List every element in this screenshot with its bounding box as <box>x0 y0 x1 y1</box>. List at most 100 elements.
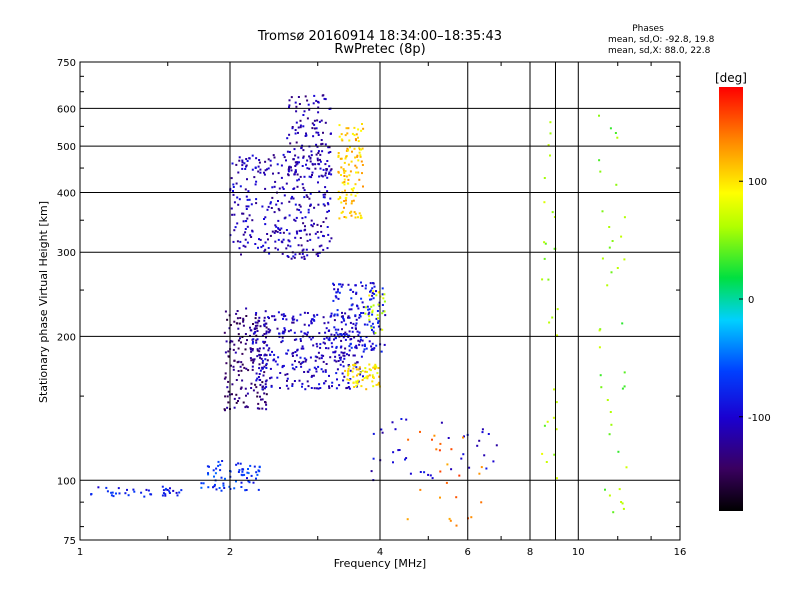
data-point <box>244 333 247 335</box>
data-point <box>263 316 266 319</box>
data-point <box>267 167 270 170</box>
data-point <box>337 297 340 300</box>
data-point <box>296 161 299 164</box>
data-point <box>608 246 611 249</box>
data-point <box>609 127 612 130</box>
data-point <box>335 346 338 349</box>
data-point <box>251 365 254 368</box>
data-point <box>371 329 373 331</box>
data-point <box>328 385 330 388</box>
data-point <box>331 385 333 388</box>
data-point <box>242 401 245 404</box>
data-point <box>343 319 346 322</box>
data-point <box>337 170 340 173</box>
data-point <box>297 126 300 129</box>
data-point <box>110 491 113 494</box>
data-point <box>357 159 360 162</box>
data-point <box>625 466 628 469</box>
data-point <box>344 170 347 173</box>
data-point <box>258 470 261 473</box>
data-point <box>233 487 236 490</box>
data-point <box>282 364 285 367</box>
data-point <box>317 131 320 134</box>
data-point <box>314 355 317 358</box>
data-point <box>271 350 273 353</box>
data-point <box>293 187 296 190</box>
data-point <box>608 494 611 497</box>
data-point <box>313 222 315 225</box>
data-point <box>222 484 225 487</box>
data-point <box>343 375 346 378</box>
data-point <box>240 361 243 364</box>
data-point <box>347 336 350 338</box>
data-point <box>303 255 306 258</box>
data-point <box>440 421 443 424</box>
data-point <box>310 338 313 341</box>
data-point <box>280 202 283 205</box>
data-point <box>298 103 301 105</box>
data-point <box>267 316 270 319</box>
data-point <box>309 204 312 207</box>
data-point <box>354 362 357 365</box>
data-point <box>376 310 379 312</box>
data-point <box>295 354 298 357</box>
data-point <box>258 363 261 366</box>
data-point <box>277 219 280 222</box>
data-point <box>313 94 316 97</box>
data-point <box>371 322 374 325</box>
data-point <box>294 203 297 206</box>
data-point <box>341 210 344 213</box>
data-point <box>235 182 238 185</box>
data-point <box>353 211 356 214</box>
data-point <box>462 453 465 456</box>
data-point <box>304 95 307 98</box>
data-point <box>237 347 240 350</box>
data-point <box>620 235 623 238</box>
cluster-column-8-9-mhz <box>541 121 559 480</box>
data-point <box>478 472 481 475</box>
data-point <box>264 248 267 251</box>
data-point <box>310 176 313 179</box>
data-point <box>322 360 325 363</box>
data-point <box>368 311 371 314</box>
data-point <box>384 314 387 317</box>
data-point <box>361 344 364 347</box>
data-point <box>341 360 344 363</box>
data-point <box>348 174 351 177</box>
data-point <box>340 138 343 141</box>
data-point <box>356 330 359 333</box>
data-point <box>374 332 377 334</box>
data-point <box>320 244 323 247</box>
data-point <box>290 96 293 99</box>
data-point <box>298 178 300 181</box>
data-point <box>282 238 285 241</box>
data-point <box>273 185 276 188</box>
data-point <box>419 471 422 473</box>
data-point <box>357 171 360 174</box>
data-point <box>353 134 356 137</box>
data-point <box>289 245 292 248</box>
data-point <box>318 120 321 123</box>
data-point <box>238 247 241 250</box>
data-point <box>233 359 236 362</box>
data-point <box>264 310 267 313</box>
data-point <box>220 476 223 479</box>
data-point <box>311 225 314 228</box>
data-point <box>370 326 373 329</box>
data-point <box>264 169 267 172</box>
data-point <box>357 136 359 139</box>
data-point <box>336 309 339 312</box>
data-point <box>381 293 384 296</box>
data-point <box>327 151 330 154</box>
data-point <box>318 251 321 254</box>
data-point <box>302 248 305 251</box>
data-point <box>310 375 313 378</box>
data-point <box>307 103 310 106</box>
data-point <box>271 186 274 189</box>
data-point <box>250 359 253 362</box>
data-point <box>245 367 248 370</box>
data-point <box>337 154 340 157</box>
data-point <box>608 226 611 228</box>
data-point <box>226 386 229 389</box>
